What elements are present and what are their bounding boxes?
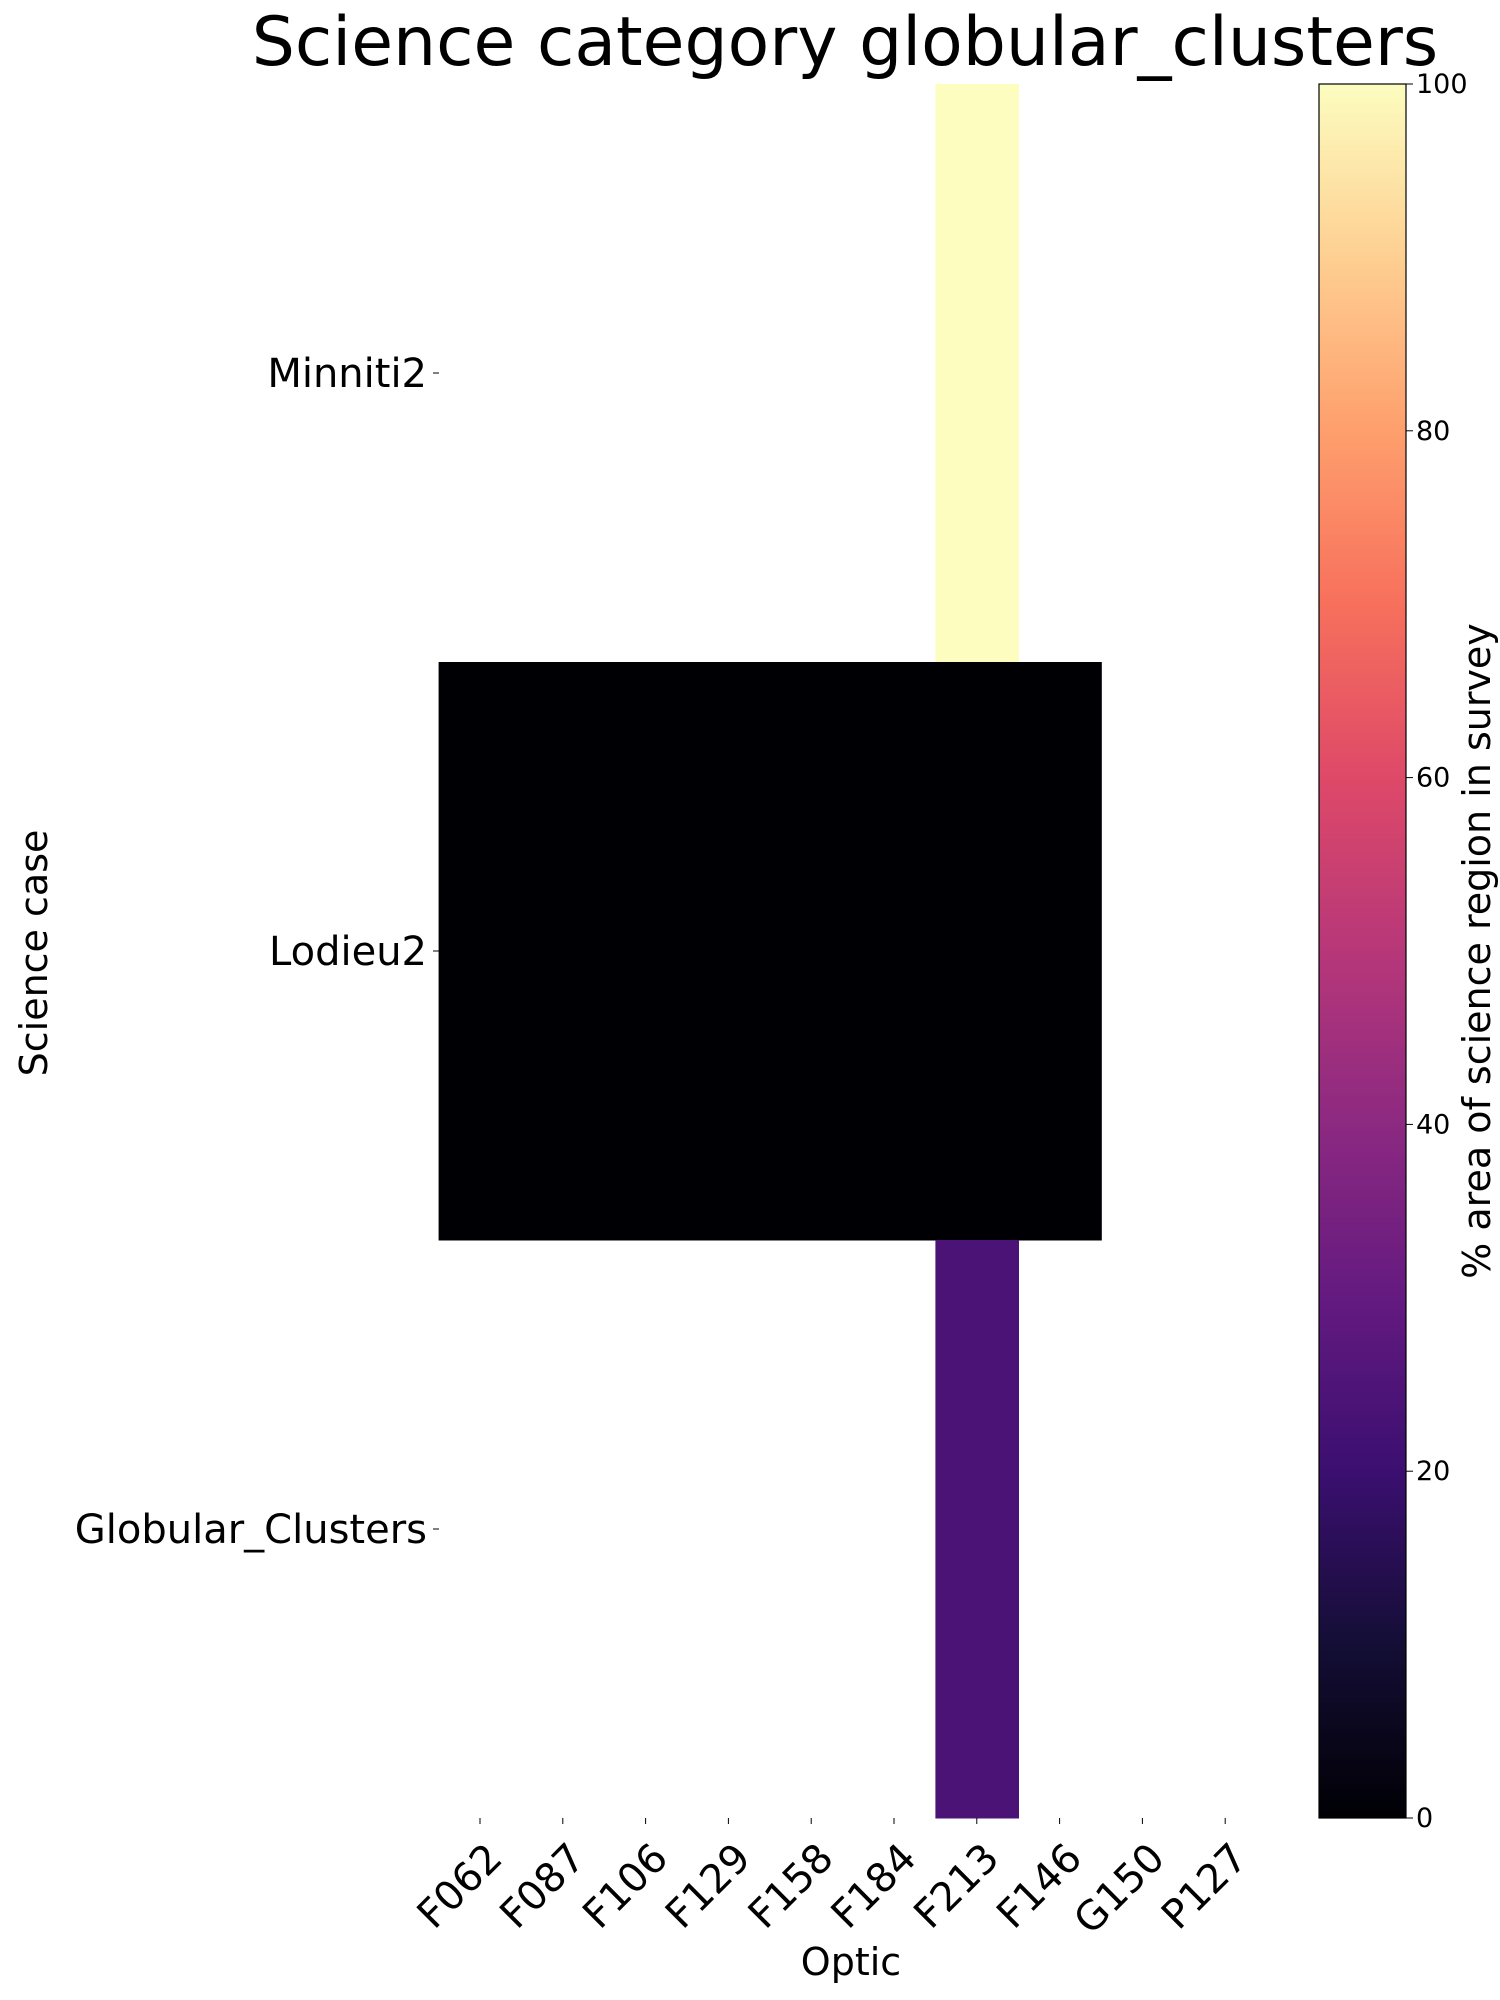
heatmap-cell bbox=[1018, 662, 1102, 1241]
x-tick-label: F129 bbox=[657, 1835, 760, 1938]
colorbar-label: % area of science region in survey bbox=[1455, 623, 1499, 1279]
heatmap-cell bbox=[687, 662, 771, 1241]
x-axis-label: Optic bbox=[801, 1940, 901, 1984]
x-tick-label: F158 bbox=[740, 1835, 843, 1938]
x-tick-label: F213 bbox=[905, 1835, 1008, 1938]
y-tick-label: Lodieu2 bbox=[269, 929, 427, 975]
heatmap-cell bbox=[604, 662, 688, 1241]
y-tick-label: Minniti2 bbox=[267, 351, 427, 397]
x-tick-label: F106 bbox=[574, 1835, 677, 1938]
x-tick-label: F062 bbox=[409, 1835, 512, 1938]
heatmap-cell bbox=[935, 662, 1019, 1241]
heatmap-cell bbox=[852, 662, 937, 1241]
colorbar-tick-label: 80 bbox=[1416, 416, 1450, 447]
y-tick-label: Globular_Clusters bbox=[75, 1507, 427, 1553]
heatmap-cells bbox=[438, 84, 1102, 1819]
x-tick-label: P127 bbox=[1153, 1835, 1257, 1939]
colorbar-tick-label: 0 bbox=[1416, 1803, 1433, 1834]
y-axis-ticks: Minniti2 Lodieu2 Globular_Clusters bbox=[75, 351, 439, 1553]
heatmap-cell bbox=[438, 662, 523, 1241]
colorbar-ticks: 0 20 40 60 80 100 bbox=[1406, 69, 1468, 1834]
x-tick-label: G150 bbox=[1065, 1835, 1173, 1943]
x-tick-label: F184 bbox=[823, 1835, 926, 1938]
x-tick-label: F087 bbox=[491, 1835, 594, 1938]
colorbar-tick-label: 60 bbox=[1416, 763, 1450, 794]
heatmap-cell bbox=[935, 1240, 1019, 1819]
heatmap-cell bbox=[935, 84, 1019, 663]
heatmap-cell bbox=[769, 662, 854, 1241]
colorbar-tick-label: 20 bbox=[1416, 1456, 1450, 1487]
heatmap-cell bbox=[521, 662, 605, 1241]
chart-title: Science category globular_clusters bbox=[252, 3, 1438, 82]
colorbar-tick-label: 40 bbox=[1416, 1109, 1450, 1140]
y-axis-label: Science case bbox=[12, 830, 56, 1077]
colorbar-tick-label: 100 bbox=[1416, 69, 1468, 100]
colorbar bbox=[1318, 83, 1407, 1819]
